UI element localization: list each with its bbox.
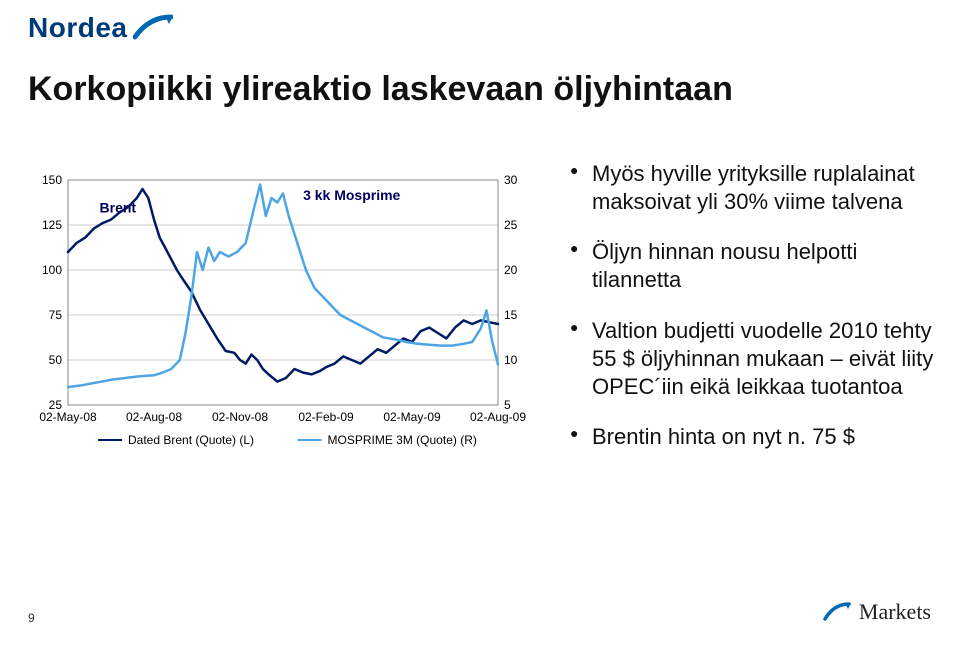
markets-text: Markets	[859, 599, 931, 625]
slide-title: Korkopiikki ylireaktio laskevaan öljyhin…	[28, 70, 733, 109]
slide: Nordea Korkopiikki ylireaktio laskevaan …	[0, 0, 959, 645]
svg-text:150: 150	[42, 173, 62, 187]
svg-text:02-Nov-08: 02-Nov-08	[212, 410, 268, 424]
svg-text:Dated Brent (Quote) (L): Dated Brent (Quote) (L)	[128, 433, 254, 447]
bullet-item: Öljyn hinnan nousu helpotti tilannetta	[570, 238, 940, 294]
svg-text:02-Feb-09: 02-Feb-09	[298, 410, 354, 424]
bullet-item: Myös hyville yrityksille ruplalainat mak…	[570, 160, 940, 216]
svg-text:25: 25	[504, 218, 518, 232]
footer: 9 Markets	[0, 603, 959, 633]
svg-text:02-Aug-09: 02-Aug-09	[470, 410, 526, 424]
nordea-logo: Nordea	[28, 12, 173, 44]
bullet-item: Brentin hinta on nyt n. 75 $	[570, 423, 940, 451]
svg-text:20: 20	[504, 263, 518, 277]
logo-text: Nordea	[28, 12, 127, 44]
svg-text:10: 10	[504, 353, 518, 367]
logo-arc-icon	[133, 13, 173, 43]
svg-text:30: 30	[504, 173, 518, 187]
chart-container: 2550751001251505101520253002-May-0802-Au…	[28, 170, 538, 480]
svg-text:125: 125	[42, 218, 62, 232]
markets-logo: Markets	[823, 599, 931, 625]
bullet-list: Myös hyville yrityksille ruplalainat mak…	[570, 160, 940, 473]
svg-text:02-Aug-08: 02-Aug-08	[126, 410, 182, 424]
svg-text:MOSPRIME 3M (Quote) (R): MOSPRIME 3M (Quote) (R)	[328, 433, 477, 447]
svg-text:50: 50	[49, 353, 63, 367]
svg-text:100: 100	[42, 263, 62, 277]
svg-text:15: 15	[504, 308, 518, 322]
svg-text:75: 75	[49, 308, 63, 322]
svg-text:02-May-09: 02-May-09	[383, 410, 441, 424]
page-number: 9	[28, 611, 35, 625]
svg-text:Brent: Brent	[100, 199, 137, 215]
svg-text:3 kk Mosprime: 3 kk Mosprime	[303, 187, 400, 203]
dual-axis-chart: 2550751001251505101520253002-May-0802-Au…	[28, 170, 538, 480]
bullet-item: Valtion budjetti vuodelle 2010 tehty 55 …	[570, 317, 940, 401]
markets-arc-icon	[823, 601, 851, 623]
svg-text:02-May-08: 02-May-08	[39, 410, 97, 424]
